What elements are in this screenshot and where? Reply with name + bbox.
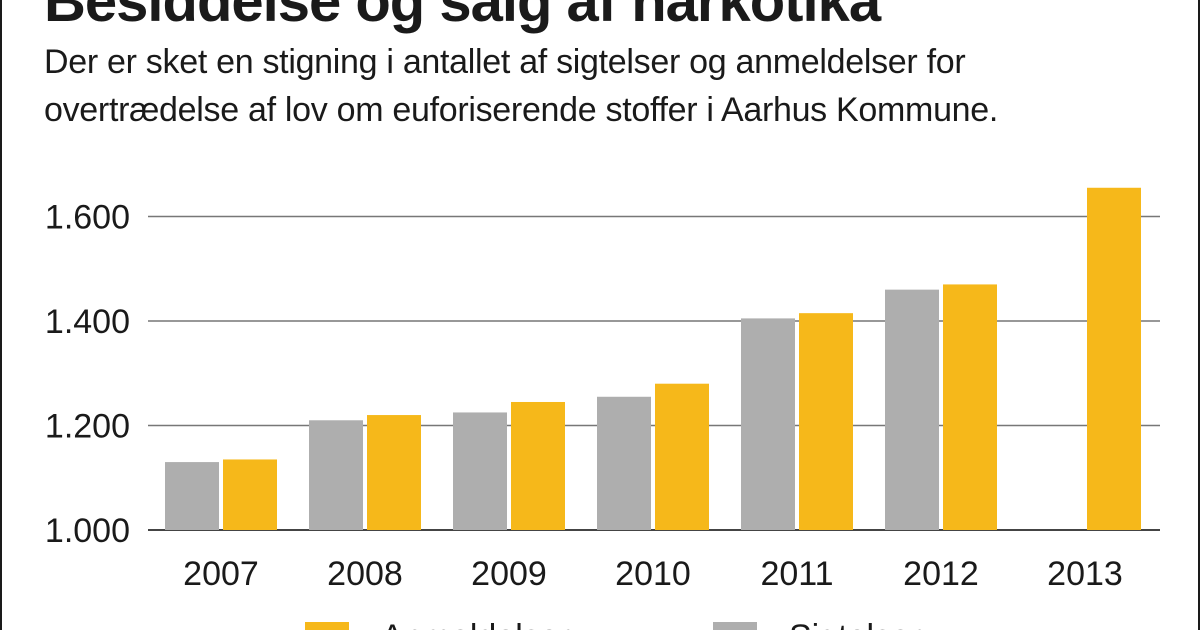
- bar-anmeldelser-2011: [799, 313, 853, 530]
- bar-anmeldelser-2012: [943, 284, 997, 530]
- y-tick-label: 1.200: [45, 408, 130, 446]
- chart-title: Besiddelse og salg af narkotika: [44, 0, 881, 34]
- x-tick-label: 2012: [903, 555, 979, 593]
- bar-sigtelser-2008: [309, 420, 363, 530]
- bar-anmeldelser-2007: [223, 459, 277, 530]
- chart-subtitle: Der er sket en stigning i antallet af si…: [44, 43, 999, 129]
- bar-sigtelser-2007: [165, 462, 219, 530]
- y-tick-label: 1.600: [45, 199, 130, 237]
- bar-anmeldelser-2008: [367, 415, 421, 530]
- x-tick-label: 2009: [471, 555, 547, 593]
- legend: Anmeldelser Sigtelser: [305, 618, 921, 630]
- bar-sigtelser-2009: [453, 412, 507, 530]
- bar-anmeldelser-2013: [1087, 187, 1141, 530]
- x-tick-label: 2010: [615, 555, 691, 593]
- legend-swatch: [713, 622, 757, 630]
- y-tick-label: 1.000: [45, 512, 130, 550]
- y-tick-label: 1.400: [45, 303, 130, 341]
- x-tick-label: 2008: [327, 555, 403, 593]
- bars: [165, 187, 1141, 530]
- x-tick-label: 2007: [183, 555, 259, 593]
- bar-sigtelser-2010: [597, 396, 651, 530]
- legend-label: Sigtelser: [789, 618, 921, 630]
- bar-anmeldelser-2009: [511, 401, 565, 530]
- bar-anmeldelser-2010: [655, 383, 709, 530]
- gridlines: [148, 215, 1160, 531]
- x-axis: 2007 2008 2009 2010 2011 2012 2013: [183, 555, 1123, 593]
- y-axis: 1.000 1.200 1.400 1.600: [45, 199, 130, 551]
- legend-label: Anmeldelser: [381, 618, 570, 630]
- x-tick-label: 2013: [1047, 555, 1123, 593]
- bar-sigtelser-2011: [741, 318, 795, 530]
- legend-swatch: [305, 622, 349, 630]
- x-tick-label: 2011: [760, 555, 833, 593]
- bar-sigtelser-2012: [885, 289, 939, 530]
